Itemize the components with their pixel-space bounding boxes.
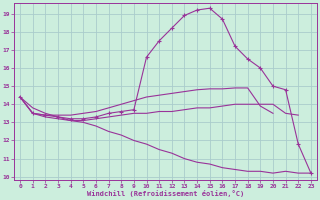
X-axis label: Windchill (Refroidissement éolien,°C): Windchill (Refroidissement éolien,°C)	[87, 190, 244, 197]
